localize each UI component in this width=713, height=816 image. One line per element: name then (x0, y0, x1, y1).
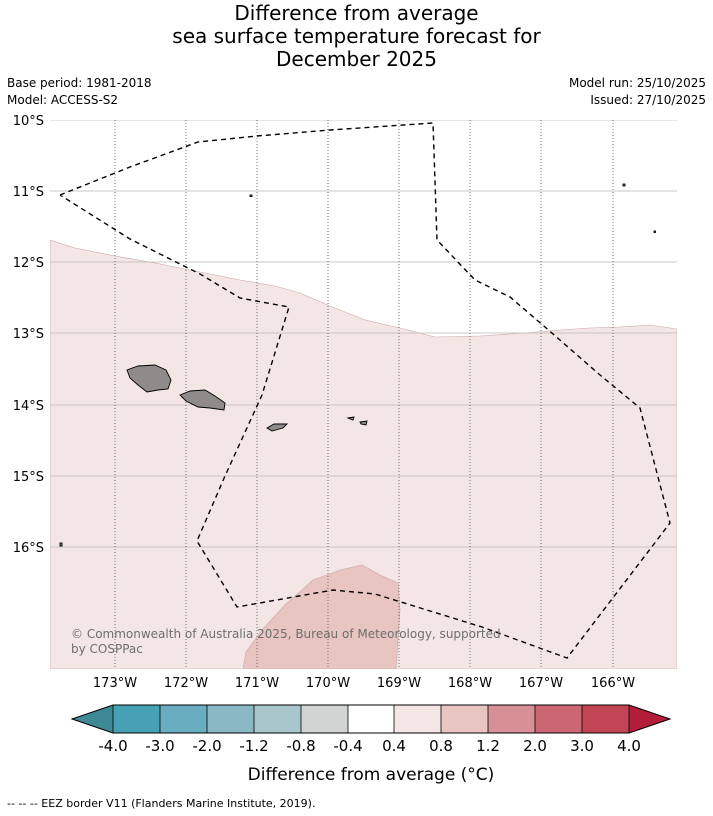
lon-labels: 173°W 172°W 171°W 170°W 169°W 168°W 167°… (93, 676, 635, 691)
colorbar-tick: -1.2 (239, 737, 268, 755)
colorbar-segment (441, 705, 488, 733)
lon-label: 171°W (235, 676, 279, 691)
colorbar-segment (207, 705, 254, 733)
colorbar: -4.0 -3.0 -2.0 -1.2 -0.8 -0.4 0.4 0.8 1.… (70, 704, 672, 785)
issued-date: Issued: 27/10/2025 (590, 93, 706, 107)
island-upolu (179, 389, 226, 411)
lat-label: 14°S (13, 399, 44, 414)
island-tutuila (266, 423, 289, 432)
title-line-2: sea surface temperature forecast for (172, 24, 541, 48)
lon-label: 168°W (448, 676, 492, 691)
colorbar-tick: -0.8 (286, 737, 315, 755)
colorbar-segment (488, 705, 535, 733)
colorbar-segment (582, 705, 629, 733)
lat-label: 11°S (13, 185, 44, 200)
colorbar-segment (160, 705, 207, 733)
colorbar-extend-high (629, 705, 670, 733)
lat-gridlines (50, 120, 677, 548)
copyright-line-1: © Commonwealth of Australia 2025, Bureau… (71, 627, 501, 641)
island-swains (249, 194, 253, 197)
lon-label: 169°W (377, 676, 421, 691)
model-run: Model run: 25/10/2025 (568, 76, 706, 90)
colorbar-tick: -4.0 (98, 737, 127, 755)
lat-label: 13°S (13, 327, 44, 342)
colorbar-tick: 4.0 (617, 737, 641, 755)
eez-border-samoa (59, 122, 671, 659)
base-period: Base period: 1981-2018 (7, 76, 152, 90)
colorbar-segment (348, 705, 394, 733)
colorbar-tick: -0.4 (333, 737, 362, 755)
island-tau (359, 420, 368, 426)
lat-label: 10°S (13, 114, 44, 129)
island-tokelau-1 (622, 183, 626, 187)
colorbar-tick: 1.2 (476, 737, 500, 755)
island-savaii (126, 364, 172, 393)
lat-label: 15°S (13, 470, 44, 485)
model-name: Model: ACCESS-S2 (7, 93, 119, 107)
colorbar-tick: 0.8 (429, 737, 453, 755)
anomaly-region-0.4-0.8 (50, 239, 677, 669)
colorbar-segment (254, 705, 301, 733)
colorbar-segment (301, 705, 348, 733)
lon-label: 170°W (306, 676, 350, 691)
colorbar-extend-low (72, 705, 113, 733)
lat-label: 16°S (13, 541, 44, 556)
land-masses (59, 183, 656, 547)
map-area: © Commonwealth of Australia 2025, Bureau… (50, 120, 677, 669)
title-line-1: Difference from average (234, 1, 479, 25)
colorbar-tick: -3.0 (145, 737, 174, 755)
colorbar-segment (113, 705, 160, 733)
colorbar-tick: 0.4 (382, 737, 406, 755)
colorbar-label: Difference from average (°C) (248, 765, 495, 785)
colorbar-tick: 3.0 (570, 737, 594, 755)
island-tokelau-2 (653, 230, 656, 233)
lon-label: 173°W (93, 676, 137, 691)
eez-footnote: -- -- -- EEZ border V11 (Flanders Marine… (7, 797, 316, 810)
colorbar-segment (535, 705, 582, 733)
title-line-3: December 2025 (276, 47, 437, 71)
anomaly-region-0.8-1.2 (242, 564, 401, 669)
colorbar-tick: -2.0 (192, 737, 221, 755)
colorbar-segment (394, 705, 441, 733)
colorbar-tick: 2.0 (523, 737, 547, 755)
lat-label: 12°S (13, 256, 44, 271)
island-ofu (346, 416, 355, 421)
lon-label: 172°W (164, 676, 208, 691)
lat-labels: 10°S 11°S 12°S 13°S 14°S 15°S 16°S (13, 114, 44, 556)
lon-label: 166°W (591, 676, 635, 691)
eez-borders (59, 122, 671, 659)
copyright-line-2: by COSPPac (71, 642, 143, 656)
lon-label: 167°W (519, 676, 563, 691)
island-tokelau-3 (59, 542, 63, 547)
